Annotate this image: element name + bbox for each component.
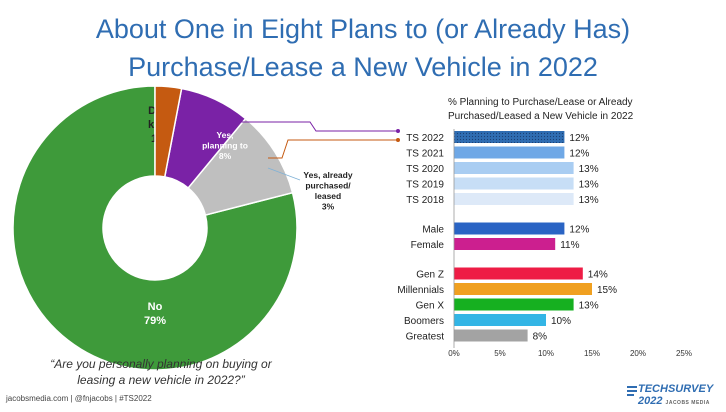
leader-dot [396,129,400,133]
bar-value-label: 13% [579,301,599,312]
x-tick-label: 25% [676,349,692,358]
bar-category-label: Boomers [404,316,444,327]
bar-category-label: TS 2019 [406,180,444,191]
leader-line-planning [232,121,398,132]
bar-value-label: 13% [579,164,599,175]
brand-name: TECHSURVEY [638,383,714,395]
bar-category-label: Gen X [416,301,445,312]
bar-value-label: 12% [569,225,589,236]
bar [454,222,565,235]
bar-category-label: Male [422,225,444,236]
bar-value-label: 13% [579,180,599,191]
donut-slice [187,117,294,216]
bar-category-label: TS 2021 [406,149,444,160]
donut-slice [154,85,183,178]
survey-question: “Are you personally planning on buying o… [50,357,272,387]
chart-title-line-1: About One in Eight Plans to (or Already … [95,14,631,44]
bar-value-label: 8% [533,332,548,343]
x-tick-label: 10% [538,349,554,358]
bar-category-label: Female [411,240,445,251]
x-tick-label: 0% [448,349,460,358]
bar-value-label: 11% [560,240,579,251]
bar [454,329,528,342]
bar [454,267,583,280]
bar [454,314,546,326]
bar [454,146,565,159]
bar [454,238,556,250]
bar-value-label: 12% [569,149,589,160]
x-tick-label: 5% [494,349,506,358]
donut-slice-label: Yes, already purchased/leased 3% [303,170,352,212]
bar-category-label: TS 2022 [406,133,444,144]
techsurvey-logo-icon [627,386,637,396]
chart-title-line-2: Purchase/Lease a New Vehicle in 2022 [128,52,598,82]
leader-dot [396,138,400,142]
bar-category-label: Millennials [397,285,444,296]
brand-logo: TECHSURVEY 2022 JACOBS MEDIA [638,384,722,410]
x-tick-label: 15% [584,349,600,358]
bar [454,298,574,311]
bar-chart: TS 2022 12% TS 2021 12% TS 2020 13% TS 2019 13%… [397,129,692,358]
bar-category-label: TS 2018 [406,195,444,206]
donut-slice-label: Yes, planning to 8% [202,130,248,161]
bar-category-label: TS 2020 [406,164,444,175]
donut-slice-label: No 79% [144,301,166,327]
footer-credits: jacobsmedia.com | @fnjacobs | #TS2022 [6,394,152,403]
bar [454,162,574,174]
bar-value-label: 12% [569,133,589,144]
leader-line-purchased [268,139,398,159]
bar-value-label: 10% [551,316,571,327]
leader-lines [232,121,400,181]
donut-slice [163,87,247,189]
bar [454,177,574,190]
bar-chart-title: % Planning to Purchase/Lease or Already … [448,97,634,122]
bar-value-label: 15% [597,285,617,296]
bar [454,131,565,143]
bar-category-label: Greatest [406,332,445,343]
leader-line-callout [267,167,301,181]
donut-slice [12,85,298,371]
bar-category-label: Gen Z [416,270,444,281]
bar [454,283,592,295]
bar [454,193,574,205]
bar-value-label: 13% [579,195,599,206]
bar-value-label: 14% [588,270,608,281]
brand-year: 2022 [638,395,663,407]
x-tick-label: 20% [630,349,646,358]
brand-sub: JACOBS MEDIA [665,400,710,406]
